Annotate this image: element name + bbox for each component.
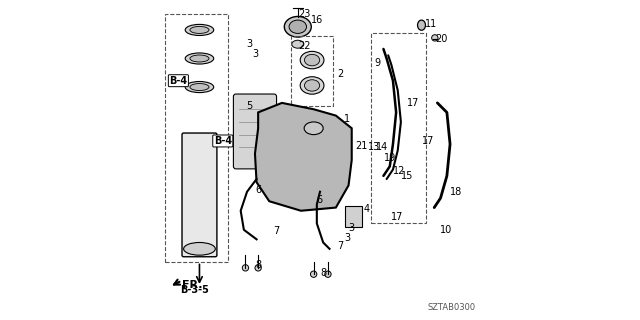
Text: 6: 6: [317, 195, 323, 205]
Text: 4: 4: [364, 204, 370, 214]
Ellipse shape: [190, 55, 209, 62]
Ellipse shape: [190, 27, 209, 33]
Text: 8: 8: [320, 268, 326, 278]
Text: B-4: B-4: [214, 136, 232, 146]
Text: 19: 19: [384, 153, 396, 164]
Ellipse shape: [300, 51, 324, 69]
Ellipse shape: [417, 20, 426, 30]
Text: 6: 6: [255, 185, 262, 195]
Text: 17: 17: [392, 212, 404, 222]
Ellipse shape: [185, 53, 214, 64]
Text: 15: 15: [401, 171, 413, 181]
Text: 18: 18: [450, 187, 462, 197]
Text: 7: 7: [337, 241, 344, 251]
Text: 17: 17: [422, 136, 434, 146]
Text: 5: 5: [246, 101, 253, 111]
Circle shape: [431, 35, 438, 41]
Text: 3: 3: [348, 223, 354, 233]
Text: 21: 21: [356, 141, 368, 151]
Bar: [345, 206, 362, 227]
Text: B-4: B-4: [170, 76, 188, 86]
Ellipse shape: [185, 82, 214, 92]
Ellipse shape: [305, 80, 320, 91]
Circle shape: [255, 265, 261, 271]
Text: FR.: FR.: [182, 280, 202, 290]
Text: 1: 1: [344, 114, 351, 124]
FancyBboxPatch shape: [234, 94, 276, 169]
Text: 7: 7: [273, 226, 279, 236]
Text: 3: 3: [246, 39, 253, 49]
Text: 14: 14: [376, 142, 388, 152]
Ellipse shape: [284, 16, 311, 37]
FancyBboxPatch shape: [182, 133, 217, 257]
Ellipse shape: [185, 24, 214, 36]
Bar: [164, 14, 228, 261]
Circle shape: [310, 271, 317, 277]
Text: B-3-5: B-3-5: [180, 285, 209, 295]
Text: 3: 3: [253, 49, 259, 59]
Text: 10: 10: [440, 225, 452, 235]
Bar: [371, 33, 426, 223]
Ellipse shape: [300, 77, 324, 94]
Text: 8: 8: [255, 260, 261, 270]
Text: SZTAB0300: SZTAB0300: [428, 303, 476, 312]
Text: 22: 22: [298, 41, 311, 51]
Text: 2: 2: [337, 69, 344, 79]
Ellipse shape: [190, 84, 209, 91]
Ellipse shape: [305, 54, 320, 66]
PathPatch shape: [255, 103, 352, 211]
Text: 9: 9: [374, 58, 381, 68]
Text: 11: 11: [426, 19, 438, 28]
Circle shape: [324, 271, 331, 277]
Ellipse shape: [184, 243, 215, 255]
Text: 23: 23: [298, 9, 311, 19]
Text: 17: 17: [407, 98, 420, 108]
Ellipse shape: [292, 40, 304, 48]
Text: 16: 16: [310, 15, 323, 25]
Text: 20: 20: [435, 35, 447, 44]
Ellipse shape: [304, 122, 323, 135]
Bar: [291, 36, 333, 106]
Text: 12: 12: [393, 166, 405, 176]
Text: 13: 13: [368, 142, 380, 152]
Circle shape: [243, 265, 248, 271]
Ellipse shape: [289, 20, 307, 33]
Text: 3: 3: [345, 233, 351, 243]
